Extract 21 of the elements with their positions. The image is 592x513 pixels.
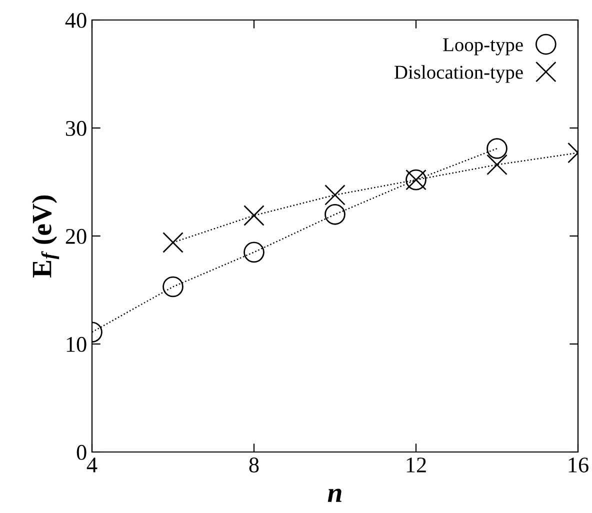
x-tick-label: 12 — [406, 458, 426, 472]
x-axis-title: n — [328, 488, 342, 502]
y-axis-title: E$_{f}$ (eV) — [32, 195, 60, 278]
point — [244, 242, 264, 263]
legend-label: Dislocation-type — [394, 65, 523, 83]
y-tick-label: 20 — [66, 228, 86, 244]
y-tick-label: 30 — [66, 120, 86, 136]
point — [324, 204, 346, 225]
x-tick-label: 16 — [568, 458, 588, 472]
x-tick-label: 4 — [86, 458, 98, 472]
y-tick-label: 40 — [65, 12, 86, 28]
x-tick-label: 8 — [249, 458, 259, 472]
point — [486, 154, 508, 176]
point — [162, 276, 184, 298]
point — [162, 232, 184, 253]
point — [486, 138, 508, 159]
legend-label: Loop-type — [443, 38, 523, 56]
point — [324, 184, 346, 206]
point — [244, 205, 264, 226]
y-tick-label: 0 — [76, 444, 86, 460]
y-tick-label: 10 — [66, 336, 86, 352]
